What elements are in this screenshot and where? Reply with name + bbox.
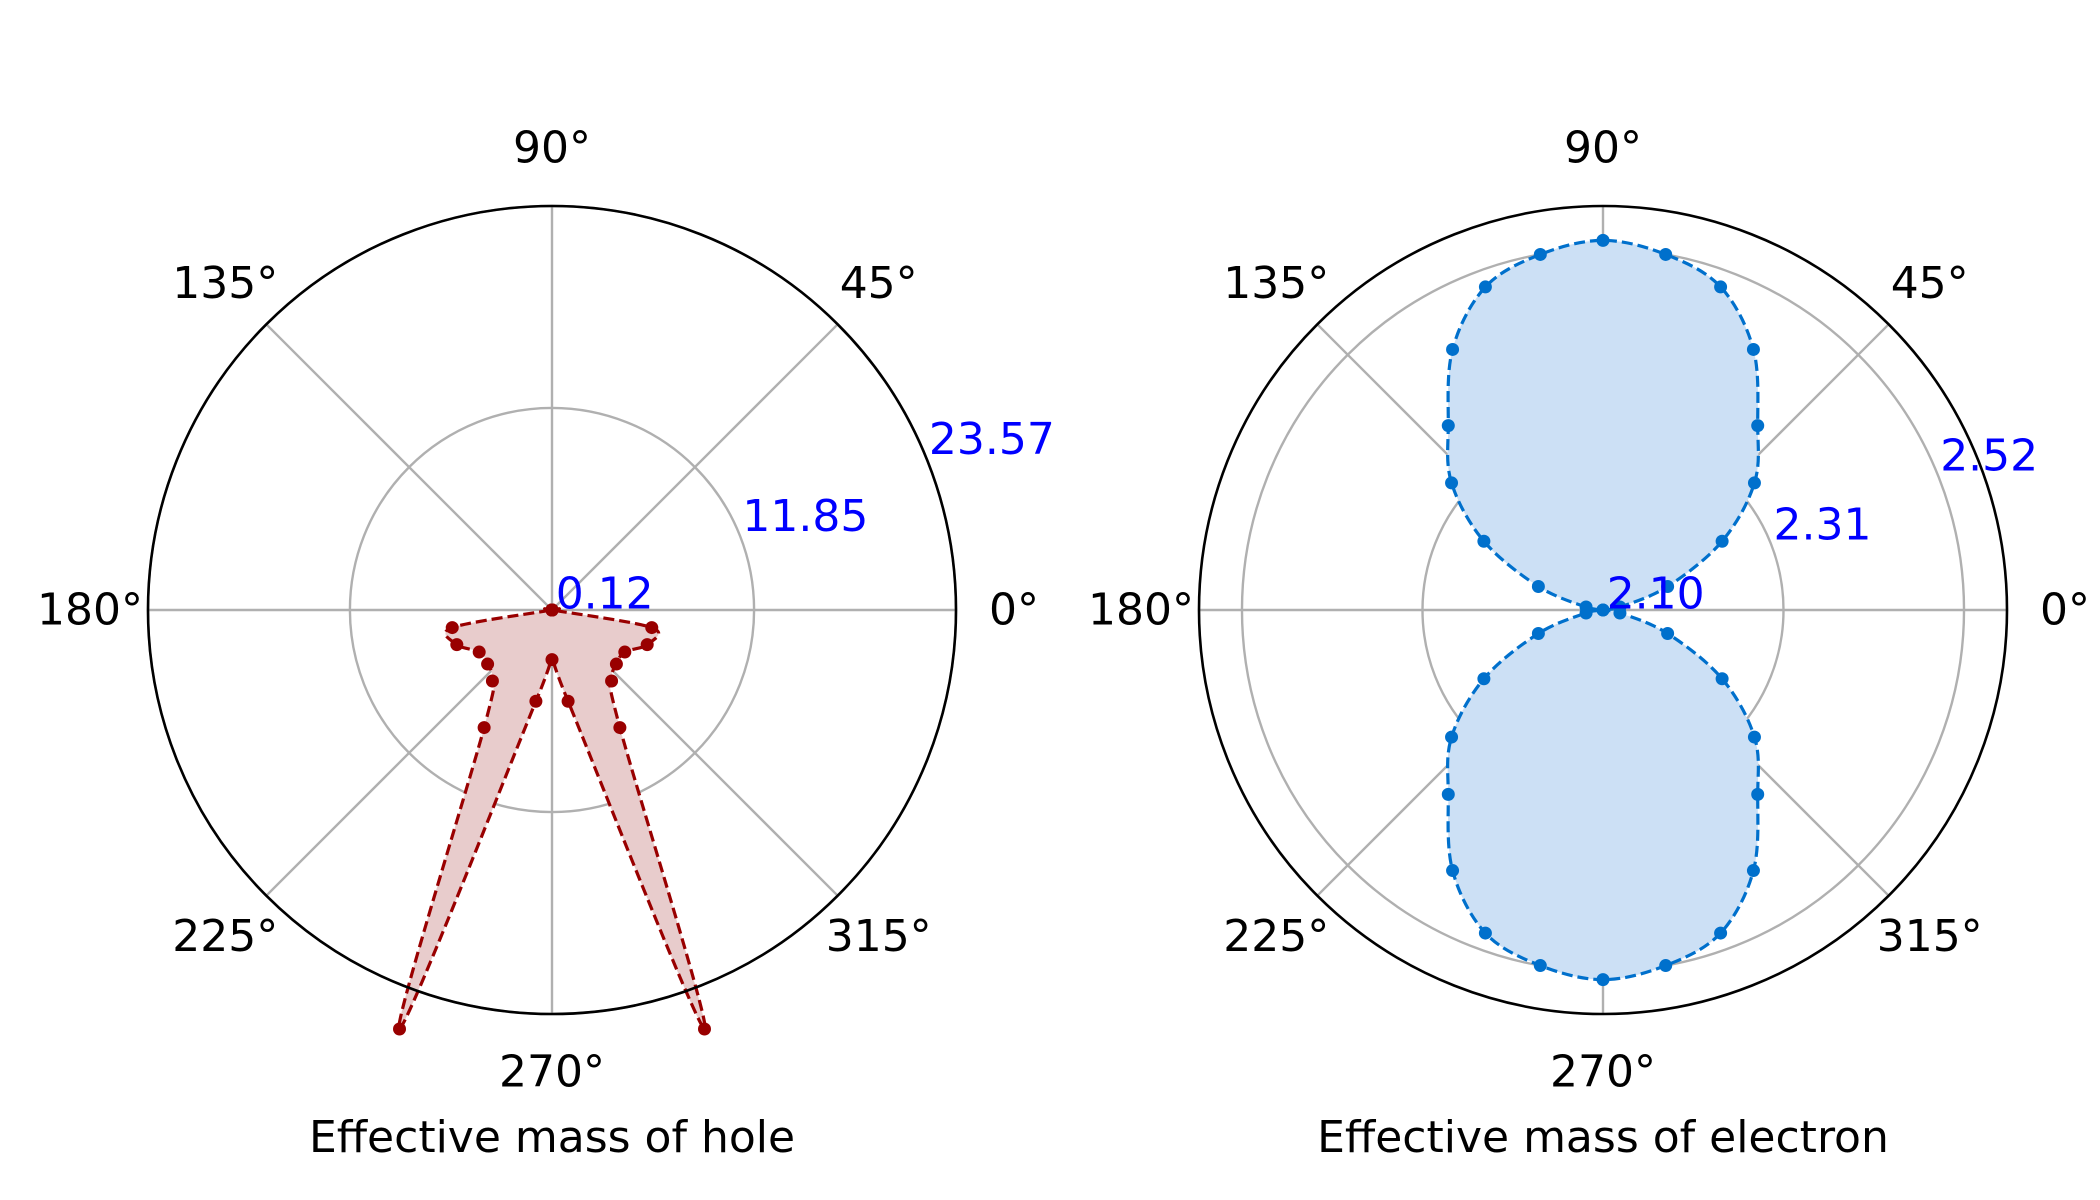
electron-data-point	[1478, 280, 1492, 294]
hole-data-point	[609, 657, 623, 671]
hole-data-point	[545, 603, 559, 617]
angle-tick-label: 0°	[989, 585, 1039, 636]
angle-tick-label: 0°	[2040, 585, 2090, 636]
angle-tick-label: 90°	[1564, 123, 1642, 174]
electron-data-point	[1659, 247, 1673, 261]
hole-polar-chart: 0° 45° 90° 135° 180° 225° 270° 315° 0.12 11.85 23.…	[37, 123, 1055, 1164]
radial-tick-label: 11.85	[742, 491, 868, 542]
electron-data-point	[1477, 672, 1491, 686]
hole-data-point	[529, 694, 543, 708]
angle-tick-label: 45°	[840, 258, 918, 309]
hole-area-fill	[398, 608, 706, 1030]
electron-data-point	[1661, 627, 1675, 641]
electron-data-point	[1533, 959, 1547, 973]
electron-data-point	[1751, 787, 1765, 801]
electron-data-point	[1746, 342, 1760, 356]
hole-data-point	[645, 621, 659, 635]
electron-data-point	[1596, 603, 1610, 617]
electron-data-point	[1445, 730, 1459, 744]
electron-data-point	[1446, 342, 1460, 356]
hole-data-point	[545, 653, 559, 667]
hole-data-point	[640, 638, 654, 652]
angular-grid-line	[265, 323, 553, 611]
electron-data-point	[1531, 579, 1545, 593]
electron-data-point	[1747, 476, 1761, 490]
radial-tick-label: 2.52	[1940, 430, 2038, 481]
polar-frame	[146, 204, 958, 1016]
hole-data-point	[477, 721, 491, 735]
electron-area-fill	[1447, 240, 1759, 980]
electron-data-point	[1659, 959, 1673, 973]
hole-data-point	[445, 621, 459, 635]
electron-data-point	[1596, 233, 1610, 247]
x-axis-label: Effective mass of electron	[1317, 1112, 1889, 1163]
electron-data-point	[1751, 419, 1765, 433]
electron-data-point	[1714, 926, 1728, 940]
angle-tick-label: 270°	[1550, 1047, 1656, 1098]
radial-tick-label: 2.31	[1774, 499, 1872, 550]
angle-tick-label: 225°	[1223, 911, 1329, 962]
hole-data-point	[393, 1022, 407, 1036]
radial-tick-label: 23.57	[929, 414, 1055, 465]
hole-data-point	[697, 1022, 711, 1036]
electron-data-point	[1533, 247, 1547, 261]
angle-tick-label: 135°	[172, 258, 278, 309]
electron-data-point	[1746, 864, 1760, 878]
hole-data-point	[605, 674, 619, 688]
electron-polar-chart: 0° 45° 90° 135° 180° 225° 270° 315° 2.10 2.31 2.52…	[1088, 123, 2090, 1164]
electron-data-point	[1613, 606, 1627, 620]
electron-data-point	[1441, 419, 1455, 433]
hole-data-point	[485, 674, 499, 688]
radial-tick-label: 0.12	[556, 569, 654, 620]
angle-tick-label: 90°	[513, 123, 591, 174]
angle-tick-label: 315°	[1877, 911, 1983, 962]
hole-data-point	[472, 645, 486, 659]
hole-data-point	[613, 721, 627, 735]
angular-grid-line	[551, 323, 839, 611]
hole-data-point	[561, 694, 575, 708]
hole-data-point	[481, 657, 495, 671]
hole-data-point	[450, 638, 464, 652]
electron-data-point	[1714, 280, 1728, 294]
angle-tick-label: 225°	[172, 911, 278, 962]
angle-tick-label: 315°	[826, 911, 932, 962]
hole-data-point	[618, 645, 632, 659]
electron-data-point	[1715, 672, 1729, 686]
electron-data-point	[1715, 534, 1729, 548]
polar-frame	[1197, 204, 2009, 1016]
angle-tick-label: 180°	[1088, 585, 1194, 636]
electron-data-point	[1477, 534, 1491, 548]
electron-data-point	[1478, 926, 1492, 940]
electron-data-point	[1531, 627, 1545, 641]
electron-data-point	[1446, 864, 1460, 878]
electron-data-point	[1445, 476, 1459, 490]
angle-tick-label: 180°	[37, 585, 143, 636]
electron-data-point	[1747, 730, 1761, 744]
electron-data-point	[1661, 579, 1675, 593]
radial-tick-label: 2.10	[1607, 569, 1705, 620]
electron-data-point	[1441, 787, 1455, 801]
angle-tick-label: 270°	[499, 1047, 605, 1098]
angle-tick-label: 135°	[1223, 258, 1329, 309]
x-axis-label: Effective mass of hole	[309, 1112, 795, 1163]
electron-data-point	[1579, 606, 1593, 620]
electron-data-point	[1596, 973, 1610, 987]
angle-tick-label: 45°	[1891, 258, 1969, 309]
